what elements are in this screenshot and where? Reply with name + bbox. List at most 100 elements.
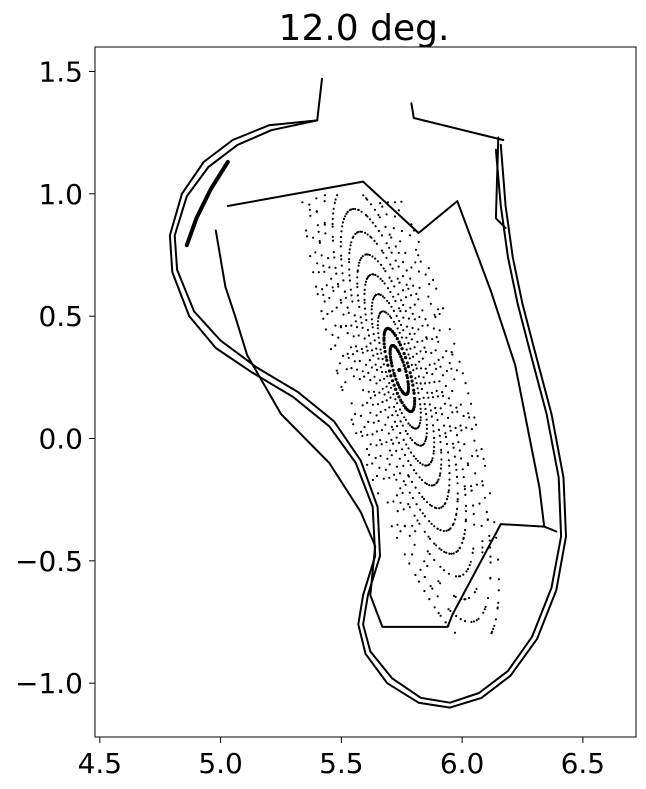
- puncture-point: [441, 505, 444, 508]
- puncture-point: [411, 553, 414, 556]
- puncture-point: [399, 530, 402, 533]
- puncture-point: [394, 245, 397, 248]
- puncture-point: [466, 567, 470, 571]
- puncture-point: [405, 443, 408, 446]
- puncture-point: [417, 375, 420, 378]
- puncture-point: [402, 480, 405, 483]
- puncture-point: [429, 585, 432, 588]
- puncture-point: [412, 455, 415, 458]
- puncture-point: [381, 357, 384, 361]
- y-tick-label: 0.0: [38, 422, 83, 455]
- puncture-point: [370, 366, 373, 369]
- puncture-point: [400, 336, 403, 339]
- puncture-point: [375, 474, 379, 478]
- puncture-point: [473, 523, 476, 526]
- puncture-point: [356, 350, 359, 353]
- puncture-point: [334, 266, 337, 269]
- puncture-point: [432, 430, 435, 433]
- puncture-point: [393, 201, 397, 204]
- puncture-point: [379, 439, 382, 442]
- puncture-point: [366, 401, 369, 404]
- puncture-point: [463, 443, 466, 446]
- y-axis: −1.0 −0.5 0.0 0.5 1.0 1.5: [15, 55, 95, 700]
- puncture-point: [422, 497, 426, 501]
- puncture-point: [388, 381, 391, 385]
- puncture-point: [433, 558, 436, 562]
- puncture-point: [456, 410, 459, 413]
- puncture-point: [423, 346, 426, 349]
- puncture-point: [399, 323, 403, 326]
- puncture-point: [377, 314, 380, 318]
- puncture-point: [414, 363, 417, 366]
- puncture-point: [459, 575, 462, 578]
- puncture-point: [368, 359, 371, 362]
- puncture-point: [417, 444, 420, 447]
- puncture-point: [326, 312, 329, 316]
- puncture-point: [331, 217, 334, 220]
- puncture-point: [342, 354, 345, 357]
- puncture-point: [412, 284, 415, 287]
- puncture-point: [358, 378, 361, 381]
- puncture-point: [466, 462, 469, 465]
- puncture-point: [321, 288, 324, 291]
- puncture-point: [423, 530, 426, 533]
- puncture-point: [364, 214, 368, 217]
- puncture-point: [421, 495, 424, 498]
- puncture-point: [309, 214, 312, 217]
- puncture-point: [341, 225, 344, 228]
- x-tick-label: 5.0: [198, 747, 243, 780]
- puncture-point: [448, 472, 451, 475]
- puncture-point: [411, 312, 414, 315]
- puncture-point: [475, 423, 478, 426]
- puncture-point: [406, 365, 410, 369]
- puncture-point: [428, 537, 432, 540]
- puncture-point: [381, 370, 384, 374]
- puncture-point: [448, 464, 451, 467]
- puncture-point: [450, 552, 453, 555]
- puncture-point: [390, 379, 395, 383]
- puncture-point: [435, 336, 438, 339]
- puncture-point: [493, 521, 496, 524]
- puncture-point: [414, 377, 417, 380]
- puncture-point: [419, 508, 422, 511]
- puncture-point: [352, 335, 355, 338]
- puncture-point: [489, 561, 492, 564]
- puncture-point: [362, 194, 365, 197]
- puncture-point: [368, 218, 372, 221]
- puncture-point: [395, 314, 398, 317]
- divertor-lower-line: [214, 229, 546, 628]
- puncture-point: [363, 375, 366, 378]
- puncture-point: [357, 334, 360, 337]
- puncture-point: [489, 555, 492, 558]
- puncture-point: [411, 524, 414, 527]
- puncture-point: [455, 475, 459, 478]
- puncture-point: [397, 441, 401, 444]
- puncture-point: [453, 378, 456, 381]
- puncture-point: [455, 369, 458, 372]
- puncture-point: [377, 492, 380, 495]
- puncture-point: [431, 396, 435, 399]
- puncture-point: [371, 255, 374, 258]
- puncture-point: [408, 357, 411, 360]
- puncture-point: [475, 483, 478, 486]
- puncture-point: [383, 282, 386, 285]
- puncture-point: [388, 315, 391, 318]
- puncture-point: [471, 454, 474, 458]
- puncture-point: [419, 411, 422, 414]
- puncture-point: [335, 272, 338, 275]
- puncture-point: [357, 299, 360, 302]
- puncture-point: [432, 452, 435, 455]
- puncture-point: [456, 500, 459, 503]
- puncture-point: [410, 379, 414, 383]
- puncture-point: [425, 371, 428, 374]
- puncture-point: [323, 300, 326, 303]
- puncture-point: [371, 221, 374, 224]
- puncture-point: [401, 289, 405, 292]
- puncture-point: [402, 303, 405, 307]
- puncture-point: [413, 303, 416, 306]
- puncture-point: [345, 212, 348, 215]
- puncture-point: [489, 577, 492, 580]
- puncture-point: [308, 203, 311, 206]
- puncture-point: [460, 429, 463, 432]
- puncture-point: [396, 383, 400, 387]
